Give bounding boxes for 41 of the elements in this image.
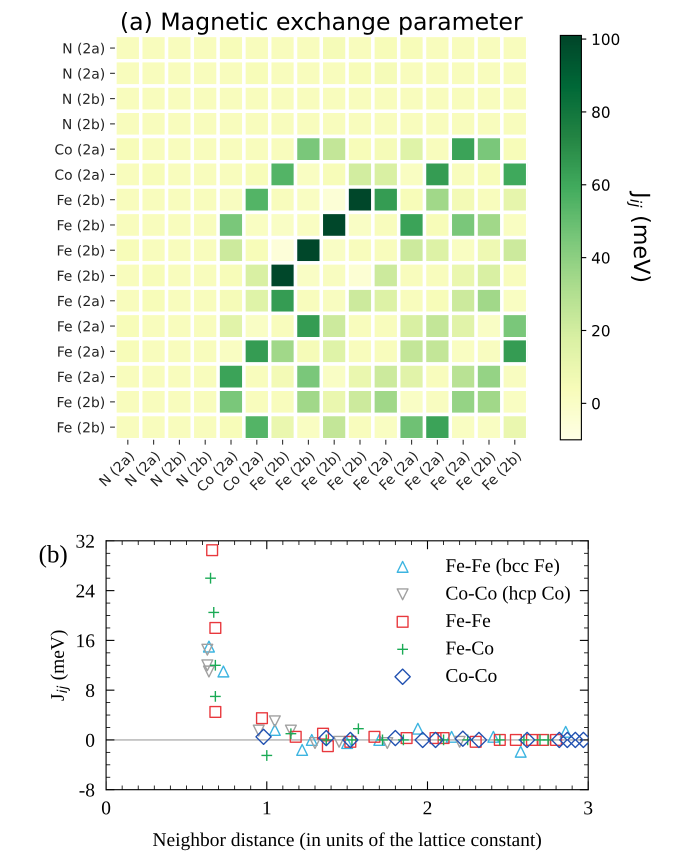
x-tick-label: 3 — [584, 801, 592, 814]
x-tick-label: 1 — [264, 801, 270, 814]
chart-title: (a) Magnetic exchange parameter — [122, 12, 523, 35]
y-tick-label: -8 — [79, 784, 94, 797]
x-tick-label: 2 — [423, 801, 432, 814]
y-tick-label: Fe (2a) — [58, 296, 104, 308]
y-tick-label: Fe (2b) — [58, 194, 104, 207]
y-tick-label: Fe (2b) — [58, 396, 104, 409]
x-axis-title: Neighbor distance (in units of the lattice constant) — [153, 832, 541, 850]
y-tick-label: Fe (2a) — [58, 346, 104, 358]
color-bar-label: 0 — [592, 398, 600, 410]
color-bar-label: 60 — [592, 179, 610, 191]
y-axis-title: J$_{ij}$ (meV) — [50, 630, 70, 701]
color-bar-label: 40 — [592, 252, 610, 264]
y-tick-label: Fe (2a) — [58, 320, 104, 334]
legend-label: Fe-Co — [446, 642, 494, 655]
y-tick-label: Fe (2b) — [58, 244, 104, 258]
y-tick-label: 8 — [86, 684, 94, 698]
legend-label: Fe-Fe (bcc Fe) — [446, 558, 560, 576]
y-tick-label: 0 — [86, 734, 94, 747]
y-tick-label: Fe (2b) — [58, 270, 104, 283]
y-tick-label: Co (2a) — [55, 144, 104, 156]
color-bar-label: 20 — [592, 324, 610, 337]
color-bar-title: J$_{ij}$ (meV) — [627, 190, 651, 282]
chart-title: (b) — [40, 545, 67, 568]
y-tick-label: N (2b) — [63, 118, 104, 131]
y-tick-label: Fe (2b) — [58, 422, 104, 434]
y-tick-label: N (2b) — [63, 93, 104, 106]
legend-label: Fe-Fe — [446, 614, 490, 628]
y-tick-label: 24 — [76, 584, 95, 598]
y-tick-label: 16 — [77, 634, 94, 648]
color-bar-label: 100 — [592, 34, 620, 46]
color-bar-label: 80 — [592, 106, 610, 118]
y-tick-label: Co (2a) — [55, 169, 104, 182]
y-tick-label: Fe (2b) — [58, 220, 104, 232]
y-tick-label: N (2a) — [64, 42, 104, 56]
y-tick-label: Fe (2a) — [58, 371, 104, 384]
legend-label: Co-Co (hcp Co) — [446, 586, 570, 604]
y-tick-label: N (2a) — [64, 68, 104, 80]
y-tick-label: 32 — [76, 534, 94, 548]
legend-label: Co-Co — [446, 668, 497, 682]
